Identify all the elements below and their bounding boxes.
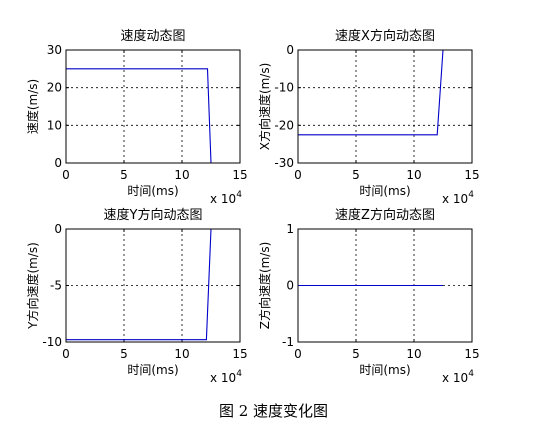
x-tick-label: 15 <box>464 347 479 361</box>
x-tick-label: 5 <box>352 168 360 182</box>
x-axis-label: 时间(ms) <box>359 184 410 198</box>
y-tick-label: 0 <box>286 43 294 57</box>
y-tick-label: 30 <box>47 43 62 57</box>
y-tick-label: -1 <box>282 335 294 349</box>
x-exponent-label: x 104 <box>210 369 242 385</box>
plot-area <box>66 50 240 163</box>
x-tick-label: 0 <box>62 347 70 361</box>
x-axis-label: 时间(ms) <box>127 184 178 198</box>
x-exponent-label: x 104 <box>442 369 474 385</box>
axes-frame <box>65 49 241 164</box>
x-axis-label: 时间(ms) <box>127 363 178 377</box>
y-tick-label: -30 <box>274 156 294 170</box>
y-tick-label: 0 <box>54 156 62 170</box>
y-tick-label: 0 <box>286 279 294 293</box>
y-axis-label: Y方向速度(m/s) <box>25 242 40 330</box>
x-tick-label: 15 <box>232 168 247 182</box>
x-tick-label: 10 <box>406 347 421 361</box>
axes-frame <box>65 228 241 343</box>
x-tick-label: 10 <box>174 347 189 361</box>
figure-caption: 图 2 速度变化图 <box>218 402 329 420</box>
chart-title: 速度Y方向动态图 <box>104 207 203 223</box>
y-tick-label: -10 <box>42 335 62 349</box>
y-tick-label: -20 <box>274 118 294 132</box>
x-tick-label: 5 <box>352 347 360 361</box>
x-tick-label: 5 <box>120 347 128 361</box>
x-axis-label: 时间(ms) <box>359 363 410 377</box>
x-tick-label: 10 <box>174 168 189 182</box>
plot-area <box>298 50 472 163</box>
x-tick-label: 0 <box>294 168 302 182</box>
chart-title: 速度X方向动态图 <box>335 28 435 44</box>
y-axis-label: X方向速度(m/s) <box>257 63 272 151</box>
x-tick-label: 15 <box>232 347 247 361</box>
y-axis-label: Z方向速度(m/s) <box>257 242 272 330</box>
x-exponent-label: x 104 <box>210 190 242 206</box>
y-tick-label: 0 <box>54 222 62 236</box>
y-tick-label: 1 <box>286 222 294 236</box>
x-tick-label: 15 <box>464 168 479 182</box>
y-tick-label: -5 <box>50 279 62 293</box>
x-tick-label: 0 <box>294 347 302 361</box>
series-line-1 <box>66 68 212 164</box>
y-tick-label: 20 <box>47 81 62 95</box>
y-tick-label: 10 <box>47 118 62 132</box>
axes-frame <box>297 49 473 164</box>
series-line-1 <box>298 49 444 136</box>
x-exponent-label: x 104 <box>442 190 474 206</box>
x-tick-label: 0 <box>62 168 70 182</box>
x-tick-label: 5 <box>120 168 128 182</box>
y-tick-label: -10 <box>274 81 294 95</box>
axes-frame <box>297 228 473 343</box>
chart-title: 速度Z方向动态图 <box>335 207 435 223</box>
series-line-1 <box>66 228 212 341</box>
x-tick-label: 10 <box>406 168 421 182</box>
chart-title: 速度动态图 <box>120 28 185 44</box>
y-axis-label: 速度(m/s) <box>25 79 40 134</box>
